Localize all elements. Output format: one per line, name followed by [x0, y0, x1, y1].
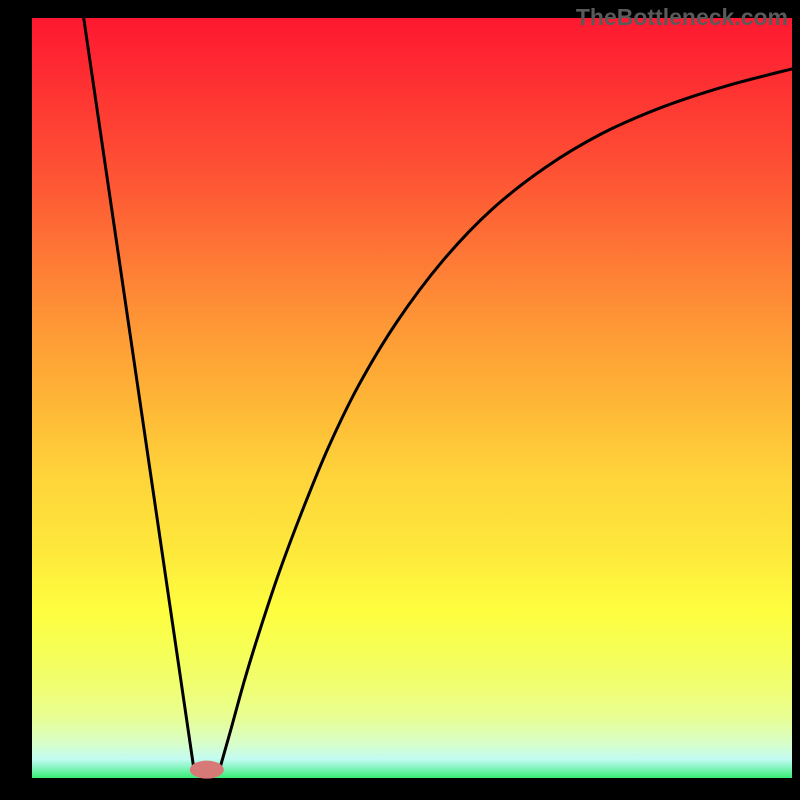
minimum-marker — [190, 761, 224, 779]
watermark-text: TheBottleneck.com — [576, 4, 788, 31]
chart-svg — [0, 0, 800, 800]
bottleneck-chart: TheBottleneck.com — [0, 0, 800, 800]
plot-background — [32, 18, 792, 778]
